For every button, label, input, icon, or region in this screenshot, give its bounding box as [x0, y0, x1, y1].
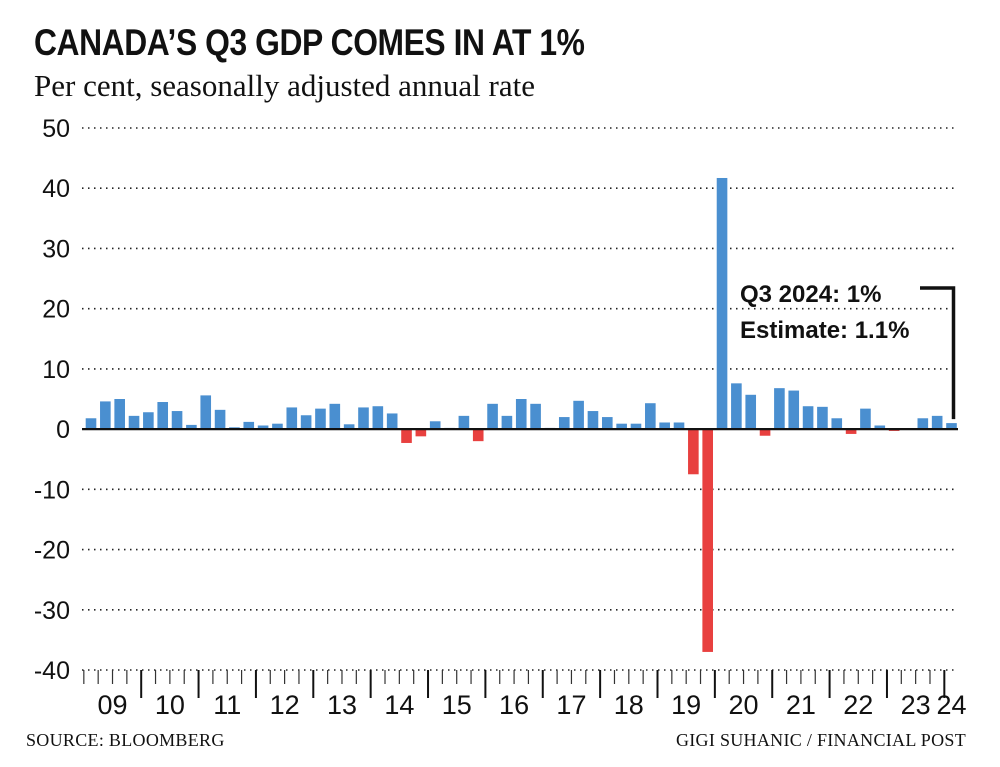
bar-2018Q2 — [616, 423, 627, 430]
bar-2016Q1 — [487, 403, 498, 430]
bar-2016Q2 — [501, 415, 513, 430]
bar-2015Q4 — [472, 429, 484, 442]
y-tick-label: 0 — [56, 416, 70, 444]
bar-2023Q4 — [931, 415, 943, 430]
bar-2009Q2 — [100, 401, 111, 430]
x-tick-label: 23 — [901, 690, 931, 720]
bar-2016Q3 — [515, 399, 527, 430]
x-tick-label: 24 — [936, 690, 966, 720]
x-tick-label: 09 — [97, 690, 127, 720]
x-tick-label: 21 — [786, 690, 816, 720]
x-tick-label: 13 — [327, 690, 357, 720]
x-tick-label: 17 — [556, 690, 586, 720]
bar-2021Q4 — [817, 406, 828, 430]
gridlines — [82, 127, 958, 611]
bar-2018Q4 — [645, 403, 656, 430]
y-tick-label: -20 — [34, 537, 70, 565]
bar-2009Q4 — [128, 415, 140, 430]
chart-title: CANADA’S Q3 GDP COMES IN AT 1% — [34, 22, 585, 63]
bar-2009Q1 — [85, 418, 97, 430]
bar-2014Q1 — [372, 406, 384, 430]
annotation-line-2: Estimate: 1.1% — [740, 317, 909, 344]
bar-2020Q4 — [759, 429, 771, 436]
bar-2022Q2 — [845, 429, 857, 434]
x-tick-label: 10 — [155, 690, 185, 720]
annotation-bracket — [920, 286, 956, 420]
bar-2021Q1 — [774, 388, 785, 430]
bar-2013Q3 — [343, 424, 355, 430]
bar-2012Q3 — [286, 407, 298, 430]
bar-2018Q1 — [601, 417, 613, 430]
annotation-q3-2024: Q3 2024: 1% Estimate: 1.1% — [740, 281, 956, 420]
bar-2020Q1 — [716, 177, 728, 430]
bar-2019Q2 — [673, 422, 685, 430]
bar-2010Q1 — [143, 412, 154, 430]
bar-2011Q1 — [200, 395, 212, 430]
bar-2023Q3 — [917, 418, 929, 430]
bar-2019Q3 — [688, 429, 699, 475]
y-tick-label: 10 — [42, 356, 70, 384]
bar-2020Q2 — [731, 383, 742, 430]
bar-2017Q2 — [558, 417, 570, 430]
bar-2013Q1 — [315, 408, 326, 430]
x-tick-label: 15 — [442, 690, 472, 720]
x-tick-label: 22 — [843, 690, 873, 720]
source-note: SOURCE: BLOOMBERG — [26, 730, 225, 750]
bar-2022Q4 — [874, 425, 886, 430]
bar-2009Q3 — [114, 399, 125, 430]
bar-2013Q2 — [329, 403, 341, 430]
chart-subtitle: Per cent, seasonally adjusted annual rat… — [34, 68, 535, 103]
bar-2010Q2 — [157, 402, 169, 430]
bar-2022Q3 — [860, 408, 871, 430]
bar-2013Q4 — [358, 407, 369, 430]
bar-2015Q1 — [429, 421, 441, 430]
bar-2012Q1 — [257, 425, 269, 430]
bar-2024Q1 — [946, 423, 957, 430]
bar-2014Q2 — [386, 413, 398, 430]
bar-2018Q3 — [630, 423, 642, 430]
bar-2021Q2 — [788, 390, 800, 430]
y-tick-label: -40 — [34, 657, 70, 685]
bar-2017Q3 — [573, 400, 584, 430]
y-tick-label: 40 — [42, 175, 70, 203]
bar-2014Q4 — [415, 429, 427, 437]
bar-2012Q2 — [272, 423, 283, 430]
bar-2010Q4 — [186, 424, 197, 430]
bar-2010Q3 — [171, 411, 183, 430]
bar-2011Q2 — [214, 409, 226, 430]
y-tick-label: -30 — [34, 597, 70, 625]
bar-2017Q4 — [587, 411, 599, 430]
x-tick-label: 12 — [270, 690, 300, 720]
bar-2016Q4 — [530, 403, 541, 430]
y-tick-label: 30 — [42, 235, 70, 263]
bars — [85, 177, 957, 652]
bar-2011Q4 — [243, 421, 255, 430]
y-tick-label: -10 — [34, 476, 70, 504]
x-axis: 09 10 11 12 13 14 15 16 17 18 19 20 21 22 23 24 — [82, 428, 967, 720]
annotation-line-1: Q3 2024: 1% — [740, 281, 881, 308]
x-tick-label: 11 — [213, 690, 241, 720]
bar-2022Q1 — [831, 418, 843, 430]
bar-2015Q3 — [458, 415, 470, 430]
bar-2020Q3 — [745, 394, 757, 430]
bar-2019Q1 — [659, 422, 670, 430]
x-tick-label: 19 — [671, 690, 701, 720]
x-tick-label: 16 — [499, 690, 529, 720]
bar-2019Q4 — [702, 429, 713, 652]
bar-2012Q4 — [300, 415, 312, 430]
y-tick-label: 50 — [42, 115, 70, 143]
y-axis-ticks: 50 40 30 20 10 0 -10 -20 -30 -40 — [34, 115, 70, 685]
x-tick-label: 14 — [384, 690, 414, 720]
x-tick-label: 20 — [729, 690, 759, 720]
x-tick-label: 18 — [614, 690, 644, 720]
credit-note: GIGI SUHANIC / FINANCIAL POST — [675, 730, 966, 750]
y-tick-label: 20 — [42, 296, 70, 324]
bar-2014Q3 — [401, 429, 412, 443]
bar-2021Q3 — [802, 406, 814, 430]
